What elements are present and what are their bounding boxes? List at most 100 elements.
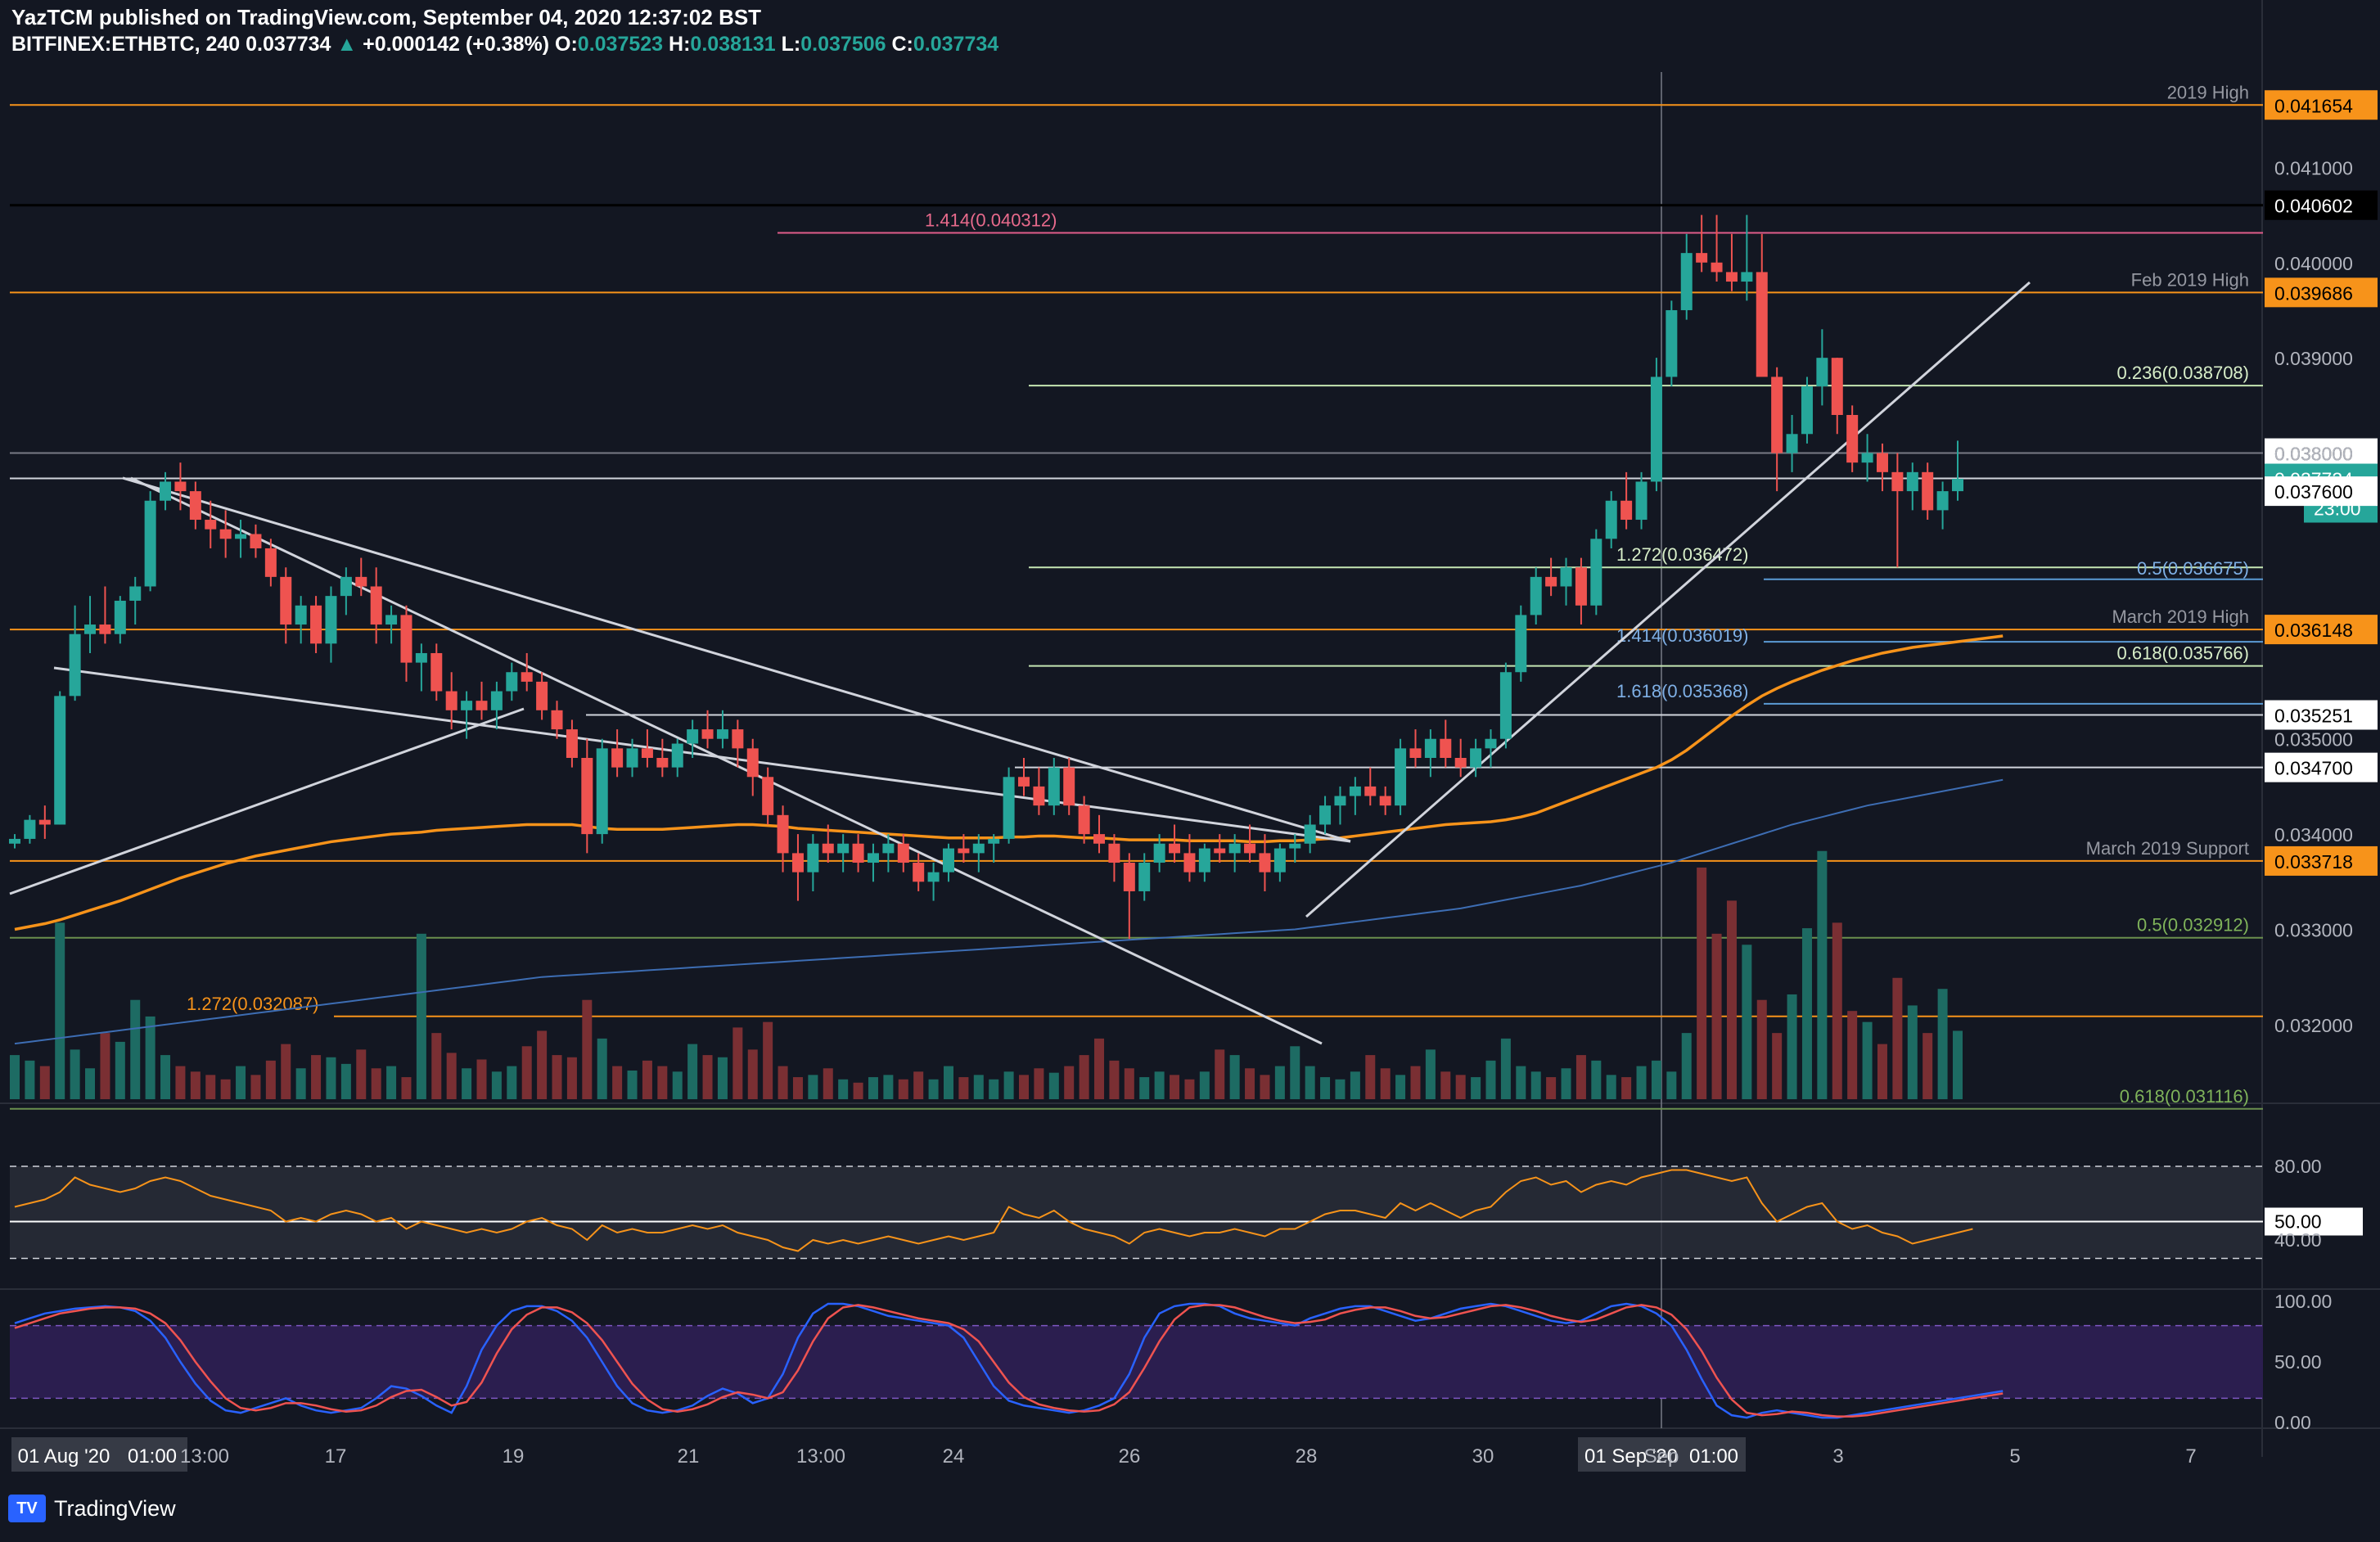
volume-bar — [1320, 1077, 1331, 1099]
candle-body — [1395, 748, 1407, 806]
candle-body — [626, 748, 638, 768]
volume-bar — [1395, 1075, 1406, 1099]
candle-body — [280, 576, 292, 625]
volume-bar — [763, 1021, 773, 1099]
volume-bar — [1199, 1071, 1210, 1099]
candle-body — [1876, 453, 1888, 472]
time-tick-label: 24 — [943, 1445, 965, 1468]
volume-bar — [1606, 1075, 1616, 1099]
volume-bar — [1380, 1068, 1391, 1099]
candle-body — [1138, 863, 1151, 891]
volume-bar — [1215, 1049, 1225, 1099]
candle-body — [1922, 471, 1934, 511]
candle-body — [1530, 576, 1542, 615]
price-tick-label: 0.032000 — [2274, 1015, 2353, 1036]
rsi-tag — [2265, 1207, 2363, 1236]
volume-bar — [1561, 1068, 1571, 1099]
candle-body — [144, 500, 156, 587]
candle-body — [205, 520, 217, 530]
stoch-d-line — [14, 1304, 2004, 1418]
candle-body — [1289, 843, 1301, 849]
volume-bar — [326, 1057, 336, 1099]
volume-bar — [1530, 1071, 1541, 1099]
price-tag — [2265, 277, 2378, 308]
candle-body — [370, 586, 382, 625]
time-tick-label: 01 Aug '20 — [18, 1445, 110, 1468]
volume-bar — [958, 1077, 969, 1099]
volume-bar — [1847, 1011, 1858, 1099]
symbol-label[interactable]: BITFINEX:ETHBTC, 240 — [11, 33, 241, 56]
volume-bar — [1681, 1033, 1692, 1099]
volume-bar — [1862, 1021, 1873, 1099]
price-tag-label: 0.041654 — [2274, 95, 2353, 116]
candle-body — [596, 748, 608, 835]
volume-bar — [1471, 1077, 1481, 1099]
volume-bars — [10, 850, 1963, 1099]
volume-bar — [1245, 1068, 1255, 1099]
volume-bar — [70, 1049, 80, 1099]
trendline — [1305, 281, 2031, 918]
volume-bar — [537, 1030, 548, 1099]
candle-body — [24, 819, 36, 839]
volume-bar — [1184, 1079, 1195, 1099]
low-value: 0.037506 — [800, 33, 886, 56]
tradingview-logo[interactable]: TV TradingView — [8, 1495, 176, 1522]
candle-body — [1952, 478, 1963, 492]
candle-body — [536, 681, 548, 710]
volume-bar — [1953, 1030, 1963, 1099]
volume-bar — [1907, 1005, 1918, 1099]
price-tag — [2265, 700, 2378, 730]
volume-bar — [1365, 1055, 1376, 1099]
candle-body — [882, 843, 895, 854]
candle-body — [1545, 576, 1557, 587]
volume-bar — [702, 1055, 713, 1099]
candle-body — [129, 586, 142, 601]
price-tick-label: 0.041000 — [2274, 157, 2353, 178]
price-tick-label: 0.039000 — [2274, 348, 2353, 369]
volume-bar — [1651, 1060, 1661, 1099]
level-label: 2019 High — [2167, 82, 2249, 102]
time-tick-label: 7 — [2185, 1445, 2196, 1468]
volume-bar — [1260, 1075, 1270, 1099]
candle-body — [355, 576, 367, 587]
candle-body — [1033, 786, 1045, 806]
high-label: H: — [669, 33, 691, 56]
candle-body — [837, 843, 850, 854]
volume-bar — [1877, 1044, 1887, 1099]
time-tick-label: 3 — [1832, 1445, 1843, 1468]
volume-bar — [1440, 1071, 1451, 1099]
candle-body — [1183, 853, 1196, 872]
candle-body — [445, 691, 458, 710]
volume-bar — [1048, 1072, 1059, 1099]
volume-bar — [1335, 1079, 1346, 1099]
candle-body — [1063, 767, 1075, 806]
candle-body — [791, 853, 804, 872]
volume-bar — [582, 999, 593, 1099]
panel-separators — [0, 0, 2380, 1457]
candle-body — [415, 652, 427, 663]
candle-body — [807, 843, 819, 872]
change-value: +0.000142 (+0.38%) — [363, 33, 550, 56]
candle-body — [1906, 471, 1918, 492]
price-tag — [2265, 845, 2378, 876]
rsi-tick-label: 80.00 — [2274, 1156, 2322, 1177]
volume-bar — [928, 1079, 939, 1099]
price-tag — [2265, 190, 2378, 220]
last-price: 0.037734 — [246, 33, 331, 56]
volume-bar — [1425, 1049, 1436, 1099]
candle-body — [1334, 796, 1346, 806]
volume-bar — [1019, 1075, 1030, 1099]
volume-bar — [597, 1038, 607, 1099]
candle-body — [1786, 434, 1798, 453]
candle-body — [219, 529, 232, 539]
volume-bar — [416, 933, 426, 1099]
candle-body — [490, 691, 503, 710]
time-tick-label: 19 — [503, 1445, 525, 1468]
stoch-k-line — [14, 1302, 2004, 1419]
candle-body — [295, 605, 307, 625]
price-tick-label: 0.035000 — [2274, 729, 2353, 751]
price-tag — [2265, 615, 2378, 645]
price-tag — [2265, 752, 2378, 782]
candle-body — [822, 843, 834, 854]
